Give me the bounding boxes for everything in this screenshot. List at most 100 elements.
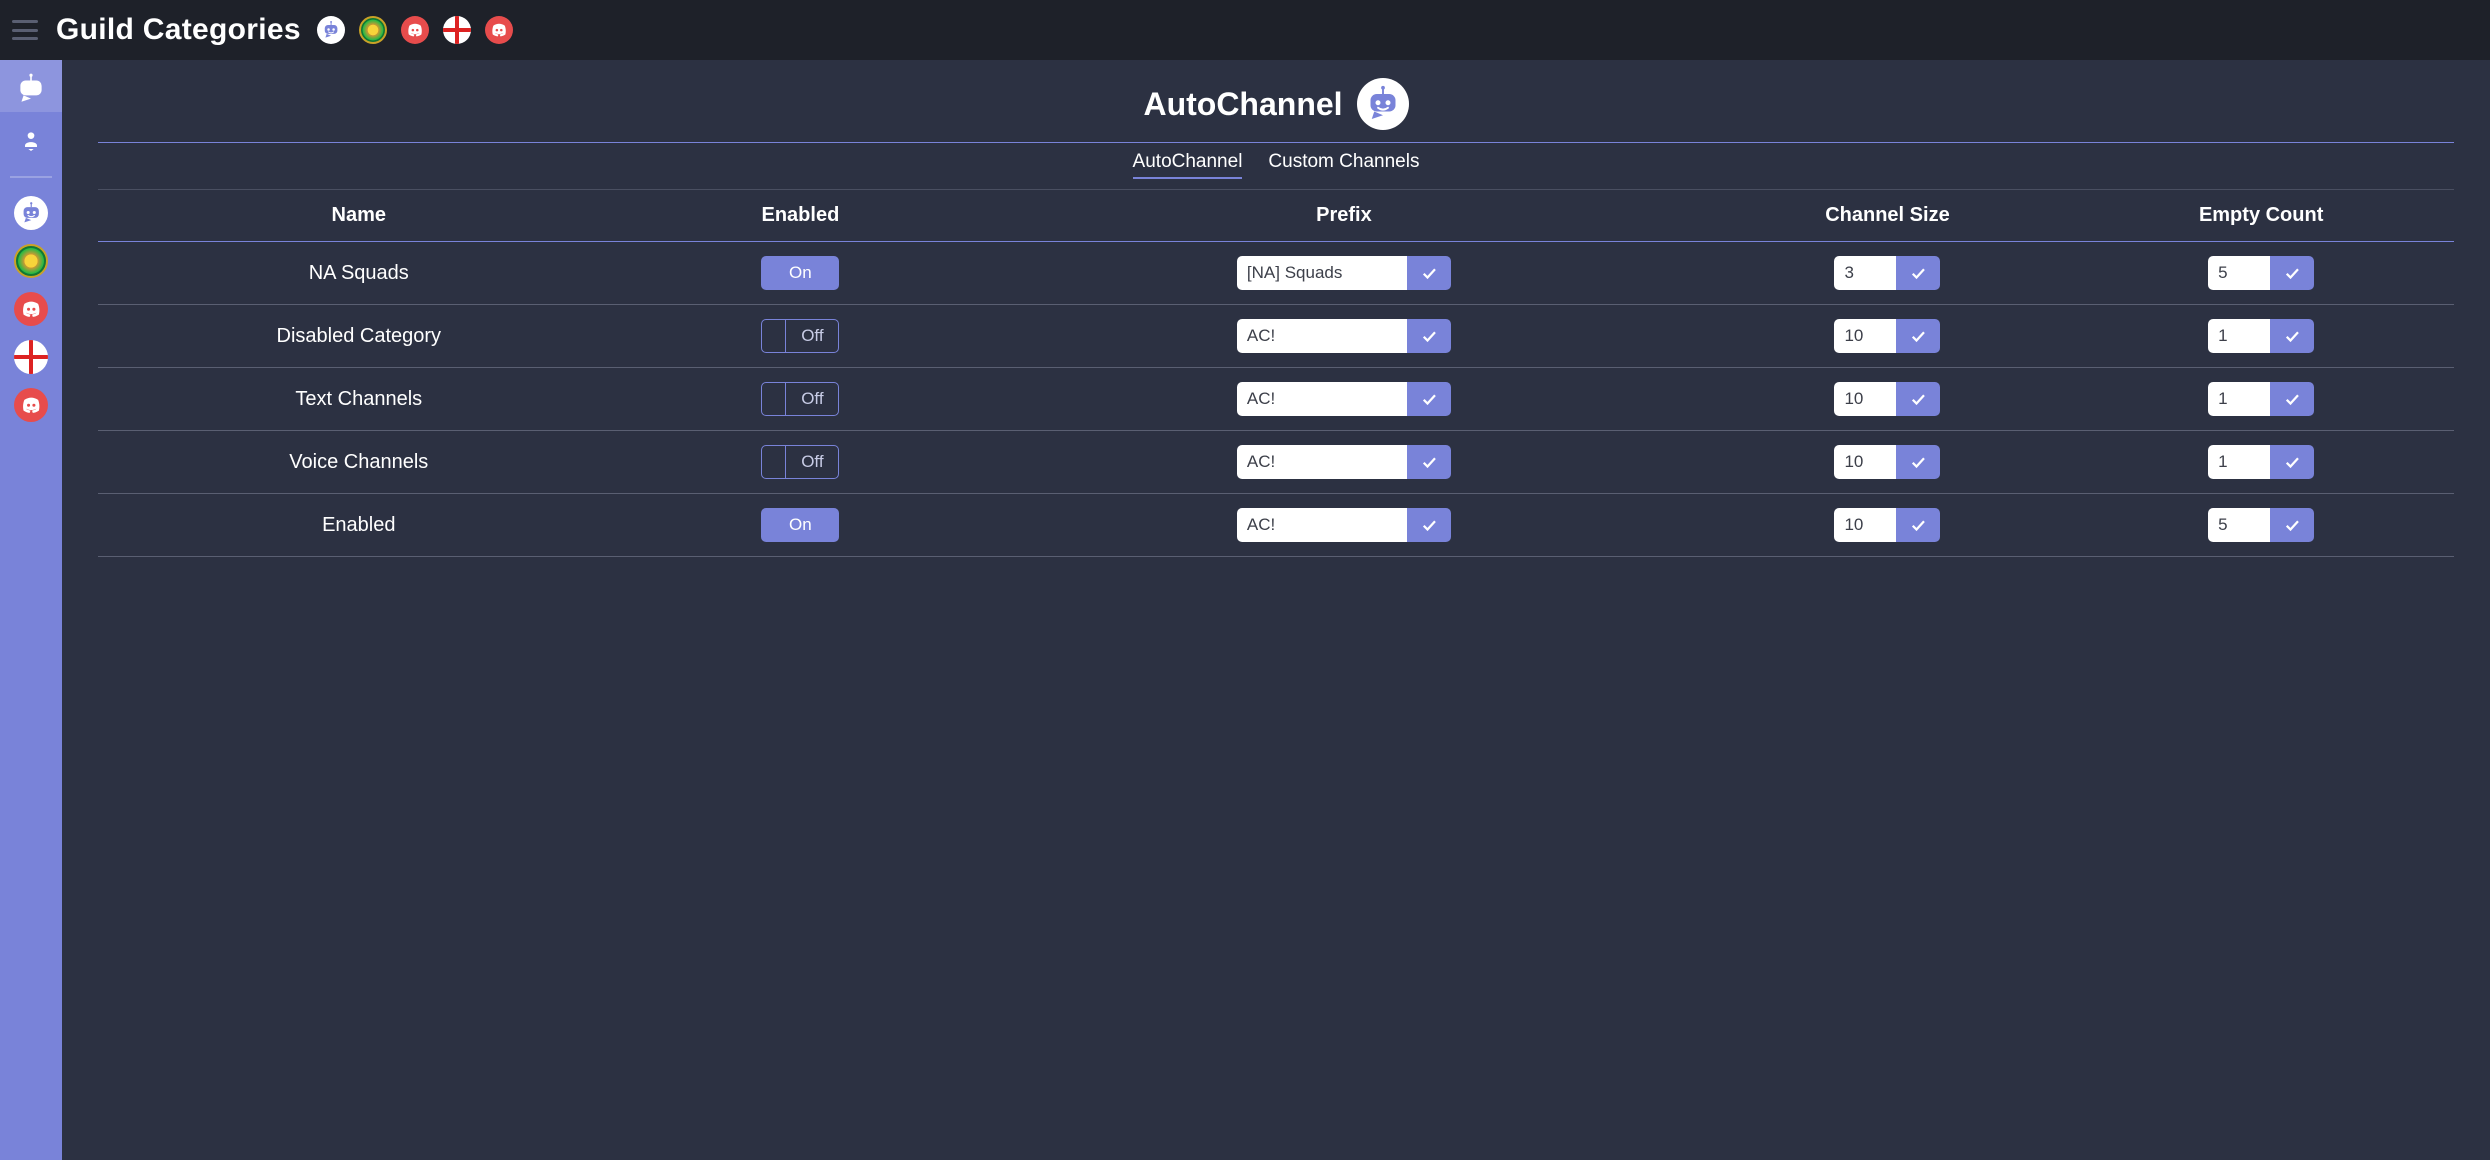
check-icon <box>2283 264 2301 282</box>
empty-count-input[interactable] <box>2208 445 2270 479</box>
planet-icon[interactable] <box>359 16 387 44</box>
discord-icon[interactable] <box>485 16 513 44</box>
prefix-input[interactable] <box>1237 256 1407 290</box>
table-header: NameEnabledPrefixChannel SizeEmpty Count <box>98 190 2454 242</box>
sidebar-item-home[interactable] <box>0 60 62 112</box>
enabled-toggle[interactable]: On <box>761 508 839 542</box>
section-title: AutoChannel <box>1143 86 1342 123</box>
confirm-button[interactable] <box>1407 256 1451 290</box>
table-row: Text Channels Off <box>98 368 2454 431</box>
table-row: NA Squads On <box>98 242 2454 305</box>
confirm-button[interactable] <box>1896 445 1940 479</box>
check-icon <box>1420 264 1438 282</box>
empty-count-input[interactable] <box>2208 256 2270 290</box>
tabs: AutoChannel Custom Channels <box>98 143 2454 190</box>
check-icon <box>2283 516 2301 534</box>
column-header: Empty Count <box>2074 204 2448 227</box>
discord-icon <box>14 292 48 326</box>
column-header: Enabled <box>614 204 988 227</box>
row-name: Voice Channels <box>104 451 614 474</box>
prefix-input[interactable] <box>1237 508 1407 542</box>
channel-size-input[interactable] <box>1834 382 1896 416</box>
table-row: Voice Channels Off <box>98 431 2454 494</box>
confirm-button[interactable] <box>1896 319 1940 353</box>
empty-count-input[interactable] <box>2208 508 2270 542</box>
channel-size-input[interactable] <box>1834 445 1896 479</box>
row-name: Text Channels <box>104 388 614 411</box>
sidebar <box>0 60 62 1160</box>
confirm-button[interactable] <box>2270 508 2314 542</box>
sidebar-item-profile[interactable] <box>14 126 48 160</box>
check-icon <box>1909 327 1927 345</box>
check-icon <box>1420 453 1438 471</box>
channel-size-input[interactable] <box>1834 508 1896 542</box>
confirm-button[interactable] <box>1896 382 1940 416</box>
confirm-button[interactable] <box>1407 508 1451 542</box>
enabled-toggle[interactable]: Off <box>761 382 839 416</box>
table-body: NA SquadsOnDisabled CategoryOffText Chan… <box>98 242 2454 557</box>
check-icon <box>2283 327 2301 345</box>
confirm-button[interactable] <box>1407 382 1451 416</box>
page-title: Guild Categories <box>56 13 513 47</box>
prefix-input[interactable] <box>1237 445 1407 479</box>
flag-icon <box>14 340 48 374</box>
layout: AutoChannel AutoChannel Custom Channels N… <box>0 60 2490 1160</box>
row-name: NA Squads <box>104 262 614 285</box>
empty-count-input[interactable] <box>2208 382 2270 416</box>
empty-count-input[interactable] <box>2208 319 2270 353</box>
toggle-label: On <box>762 263 838 283</box>
column-header: Prefix <box>987 204 1700 227</box>
check-icon <box>1420 327 1438 345</box>
menu-toggle-icon[interactable] <box>12 20 38 40</box>
confirm-button[interactable] <box>2270 319 2314 353</box>
confirm-button[interactable] <box>1407 445 1451 479</box>
confirm-button[interactable] <box>2270 382 2314 416</box>
table-row: Disabled Category Off <box>98 305 2454 368</box>
confirm-button[interactable] <box>1407 319 1451 353</box>
flag-icon[interactable] <box>443 16 471 44</box>
column-header: Channel Size <box>1701 204 2075 227</box>
check-icon <box>1909 516 1927 534</box>
channel-size-input[interactable] <box>1834 256 1896 290</box>
check-icon <box>1420 516 1438 534</box>
row-name: Disabled Category <box>104 325 614 348</box>
planet-icon <box>14 244 48 278</box>
confirm-button[interactable] <box>2270 256 2314 290</box>
toggle-label: Off <box>786 389 838 409</box>
column-header: Name <box>104 204 614 227</box>
sidebar-divider <box>10 176 52 178</box>
check-icon <box>1420 390 1438 408</box>
bot-white-icon <box>14 196 48 230</box>
tab-custom-channels[interactable]: Custom Channels <box>1268 151 1419 179</box>
prefix-input[interactable] <box>1237 319 1407 353</box>
enabled-toggle[interactable]: Off <box>761 319 839 353</box>
header-guild-icons <box>317 16 513 44</box>
sidebar-item-g4[interactable] <box>14 340 48 374</box>
table-row: EnabledOn <box>98 494 2454 557</box>
sidebar-item-g3[interactable] <box>14 292 48 326</box>
bot-icon[interactable] <box>317 16 345 44</box>
page-title-text: Guild Categories <box>56 13 301 47</box>
prefix-input[interactable] <box>1237 382 1407 416</box>
check-icon <box>1909 453 1927 471</box>
tab-autochannel[interactable]: AutoChannel <box>1133 151 1243 179</box>
check-icon <box>1909 264 1927 282</box>
confirm-button[interactable] <box>1896 508 1940 542</box>
check-icon <box>2283 390 2301 408</box>
toggle-label: Off <box>786 452 838 472</box>
sidebar-item-g2[interactable] <box>14 244 48 278</box>
confirm-button[interactable] <box>1896 256 1940 290</box>
bot-logo-icon <box>1357 78 1409 130</box>
sidebar-item-g5[interactable] <box>14 388 48 422</box>
enabled-toggle[interactable]: Off <box>761 445 839 479</box>
main-content: AutoChannel AutoChannel Custom Channels N… <box>62 60 2490 1160</box>
channel-size-input[interactable] <box>1834 319 1896 353</box>
discord-icon[interactable] <box>401 16 429 44</box>
topbar: Guild Categories <box>0 0 2490 60</box>
confirm-button[interactable] <box>2270 445 2314 479</box>
page-heading: AutoChannel <box>98 78 2454 130</box>
toggle-label: On <box>762 515 838 535</box>
check-icon <box>2283 453 2301 471</box>
sidebar-item-g1[interactable] <box>14 196 48 230</box>
enabled-toggle[interactable]: On <box>761 256 839 290</box>
